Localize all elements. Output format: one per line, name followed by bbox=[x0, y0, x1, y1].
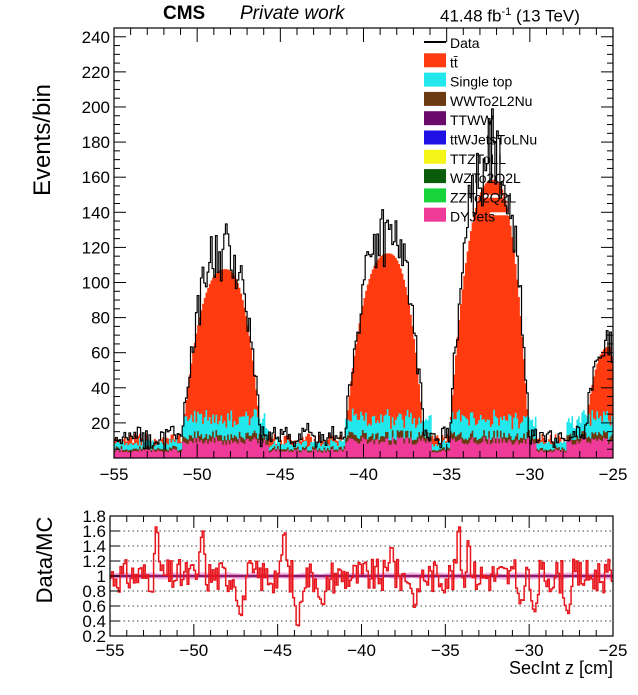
x-tick-label--45: −45 bbox=[266, 465, 295, 484]
ratio-y-tick-label-2: 0.6 bbox=[82, 597, 106, 616]
legend-swatch-4 bbox=[424, 111, 446, 126]
lumi-value: 41.48 fb bbox=[440, 6, 502, 26]
y-tick-label-100: 100 bbox=[82, 273, 110, 292]
legend-swatch-1 bbox=[424, 53, 446, 68]
peak-gap-2 bbox=[483, 194, 504, 198]
cms-label: CMS bbox=[163, 3, 206, 24]
y-tick-label-40: 40 bbox=[91, 379, 110, 398]
main-panel: 20 40 60 80 100 120 140 160 180 200 220 240 −55 −50 −4… bbox=[29, 27, 628, 484]
lumi-energy: (13 TeV) bbox=[511, 6, 580, 26]
legend-label-7: WZTo2Q2L bbox=[450, 170, 521, 186]
ratio-y-tick-label-7: 1.6 bbox=[82, 522, 106, 541]
legend-swatch-8 bbox=[424, 188, 446, 203]
ratio-y-tick-label-4: 1 bbox=[97, 567, 106, 586]
ratio-x-tick-label-0: −55 bbox=[96, 641, 125, 660]
legend-swatch-3 bbox=[424, 91, 446, 106]
legend: Data tt̄ Single top WWTo2L2Nu TTWW ttWJetsToL… bbox=[424, 35, 537, 225]
lumi-exponent: -1 bbox=[501, 6, 512, 18]
ratio-x-tick-label-4: −35 bbox=[431, 641, 460, 660]
x-axis-label: SecInt z [cm] bbox=[509, 658, 613, 678]
legend-swatch-5 bbox=[424, 130, 446, 145]
private-work-label: Private work bbox=[240, 3, 345, 24]
ratio-y-tick-label-3: 0.8 bbox=[82, 582, 106, 601]
y-tick-label-200: 200 bbox=[82, 98, 110, 117]
ratio-y-tick-label-8: 1.8 bbox=[82, 507, 106, 526]
data-histogram bbox=[114, 108, 613, 450]
y-tick-label-180: 180 bbox=[82, 133, 110, 152]
y-tick-label-80: 80 bbox=[91, 309, 110, 328]
legend-swatch-7 bbox=[424, 169, 446, 184]
y-tick-label-120: 120 bbox=[82, 238, 110, 257]
x-tick-label--50: −50 bbox=[183, 465, 212, 484]
legend-label-1: tt̄ bbox=[450, 54, 458, 70]
ratio-x-tick-label-5: −30 bbox=[515, 641, 544, 660]
legend-label-5: ttWJetsToLNu bbox=[450, 132, 537, 148]
legend-label-3: WWTo2L2Nu bbox=[450, 93, 532, 109]
x-tick-label--30: −30 bbox=[515, 465, 544, 484]
ratio-x-tick-label-3: −40 bbox=[347, 641, 376, 660]
y-tick-label-140: 140 bbox=[82, 203, 110, 222]
ratio-x-tick-label-1: −50 bbox=[179, 641, 208, 660]
ratio-x-tick-label-2: −45 bbox=[263, 641, 292, 660]
x-tick-label--55: −55 bbox=[100, 465, 129, 484]
ratio-x-tick-label-6: −25 bbox=[599, 641, 628, 660]
legend-swatch-2 bbox=[424, 72, 446, 87]
ratio-y-tick-label-1: 0.4 bbox=[82, 612, 106, 631]
y-axis-label: Events/bin bbox=[29, 84, 56, 196]
y-tick-label-160: 160 bbox=[82, 168, 110, 187]
y-tick-label-240: 240 bbox=[82, 28, 110, 47]
legend-swatch-6 bbox=[424, 149, 446, 164]
legend-label-9: DYJets bbox=[450, 209, 495, 225]
y-tick-label-20: 20 bbox=[91, 414, 110, 433]
legend-label-0: Data bbox=[450, 35, 480, 51]
ratio-y-tick-label-6: 1.4 bbox=[82, 537, 106, 556]
ratio-y-tick-label-0: 0.2 bbox=[82, 627, 106, 646]
ratio-y-tick-label-5: 1.2 bbox=[82, 552, 106, 571]
legend-swatch-9 bbox=[424, 207, 446, 222]
luminosity-label: 41.48 fb-1 (13 TeV) bbox=[440, 6, 580, 27]
x-tick-label--40: −40 bbox=[349, 465, 378, 484]
legend-label-2: Single top bbox=[450, 74, 512, 90]
ratio-panel: 0.20.40.60.811.21.41.61.8 −55 −50 −45 −40 −35… bbox=[32, 507, 627, 678]
y-tick-label-60: 60 bbox=[91, 344, 110, 363]
ttbar-histogram bbox=[114, 179, 613, 458]
legend-label-8: ZZTo2Q2L bbox=[450, 189, 516, 205]
ratio-y-axis-label: Data/MC bbox=[32, 516, 57, 603]
legend-label-4: TTWW bbox=[450, 112, 494, 128]
legend-label-6: TTZToLL bbox=[450, 151, 506, 167]
x-tick-label--25: −25 bbox=[599, 465, 628, 484]
peak-gap-3 bbox=[489, 212, 510, 216]
ratio-line bbox=[110, 526, 613, 627]
peak-gap-1 bbox=[496, 173, 517, 177]
y-tick-label-220: 220 bbox=[82, 63, 110, 82]
x-tick-label--35: −35 bbox=[432, 465, 461, 484]
